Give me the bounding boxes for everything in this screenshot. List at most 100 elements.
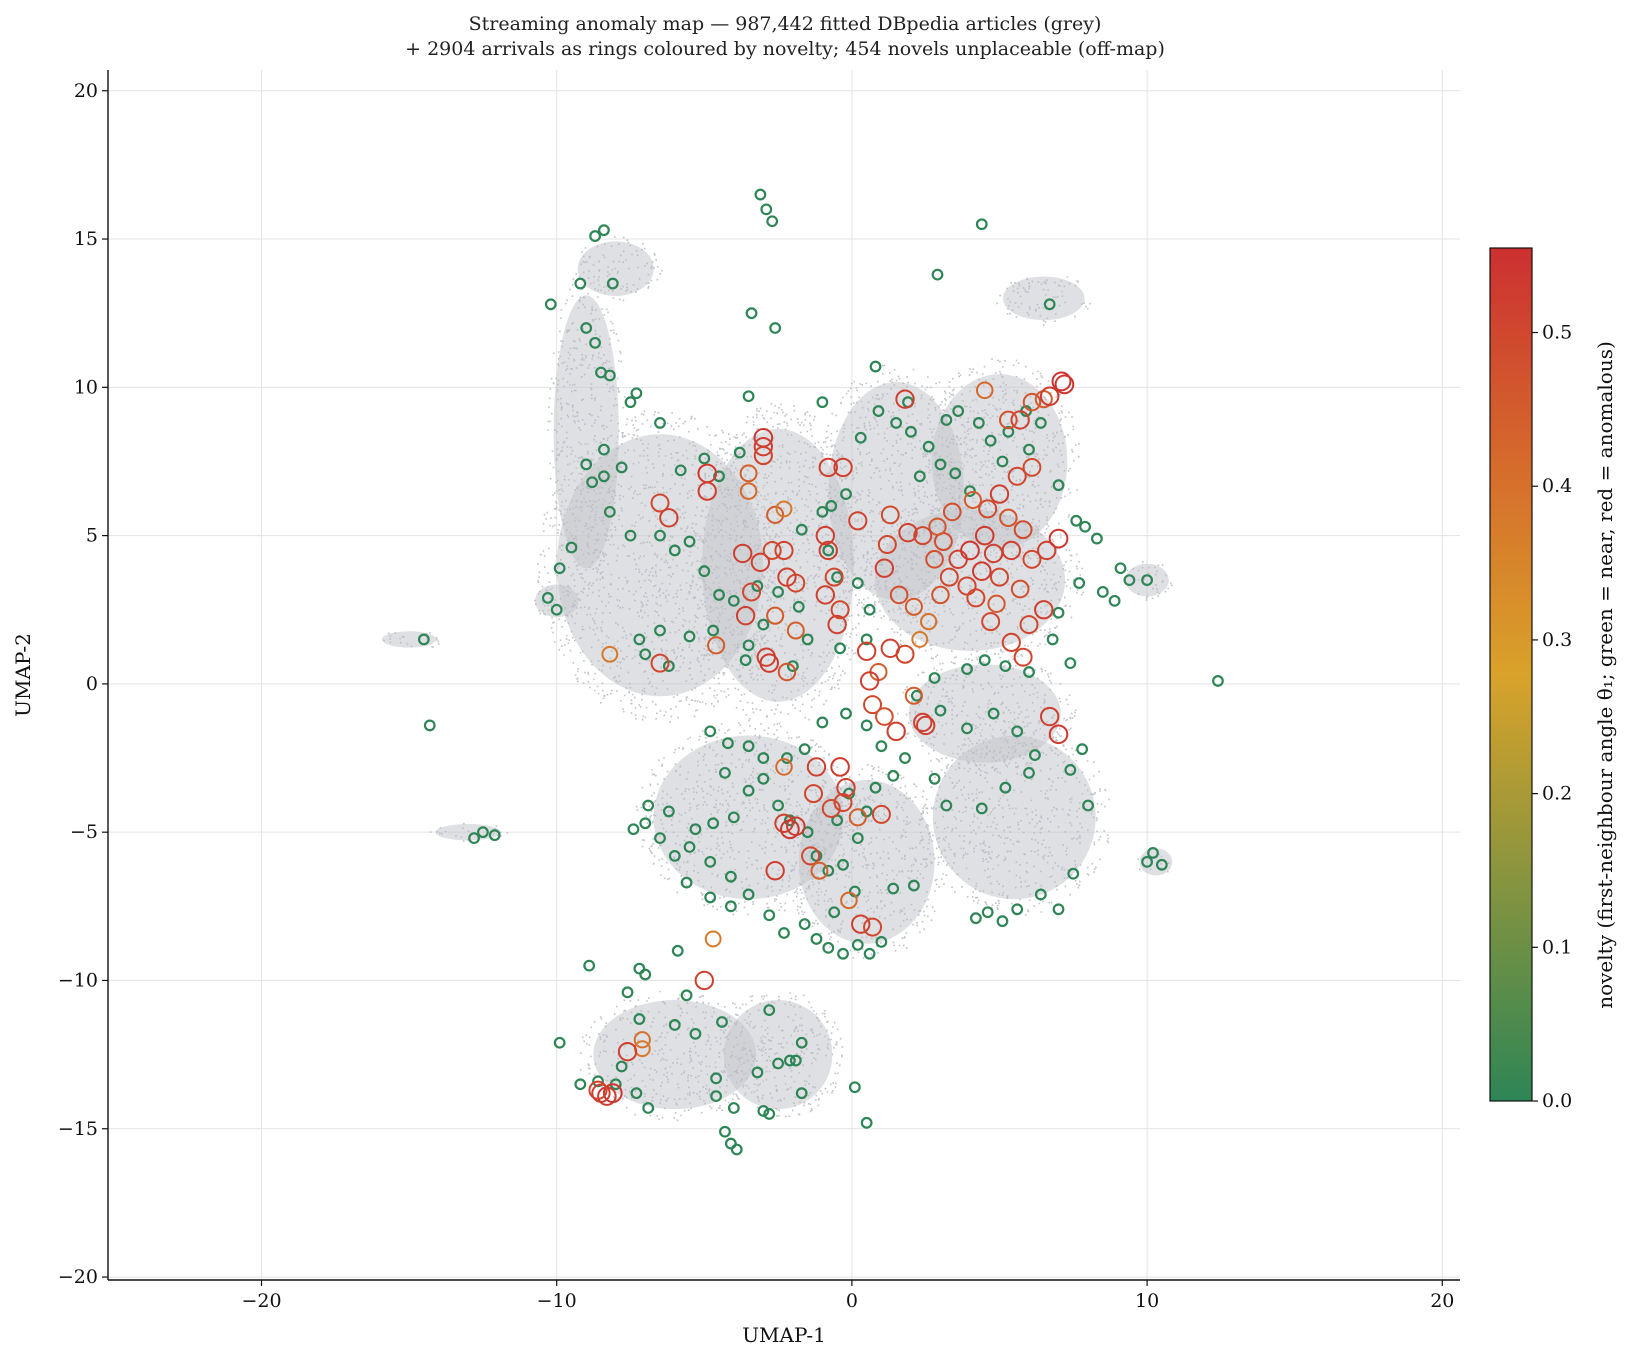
arrival-ring bbox=[1114, 562, 1127, 575]
arrival-ring bbox=[730, 1143, 743, 1156]
arrival-ring bbox=[1141, 574, 1153, 586]
arrival-ring bbox=[978, 654, 991, 667]
arrival-ring bbox=[964, 485, 976, 498]
arrival-ring bbox=[872, 405, 885, 417]
arrival-ring bbox=[822, 864, 835, 877]
arrival-ring bbox=[1013, 520, 1033, 540]
y-tick-label: −5 bbox=[70, 821, 98, 843]
arrival-ring bbox=[732, 543, 753, 564]
arrival-ring bbox=[934, 458, 947, 471]
arrival-ring bbox=[795, 523, 808, 536]
arrival-ring bbox=[719, 766, 731, 779]
arrival-ring bbox=[904, 597, 923, 616]
arrival-ring bbox=[848, 808, 867, 827]
arrival-ring bbox=[476, 826, 489, 839]
arrival-ring bbox=[981, 906, 994, 919]
arrival-ring bbox=[880, 638, 900, 658]
arrival-ring bbox=[1046, 633, 1059, 646]
arrival-ring bbox=[598, 470, 610, 483]
arrival-ring bbox=[1010, 410, 1030, 430]
arrival-ring bbox=[999, 781, 1012, 794]
arrival-ring bbox=[816, 505, 829, 518]
arrival-ring bbox=[1043, 298, 1056, 311]
arrival-ring bbox=[984, 434, 997, 447]
arrival-ring bbox=[742, 639, 755, 652]
arrival-ring bbox=[601, 645, 619, 663]
arrival-ring bbox=[875, 936, 888, 948]
arrival-ring bbox=[1007, 466, 1027, 486]
high-novelty-rings bbox=[588, 371, 1075, 1106]
arrival-ring bbox=[553, 562, 566, 575]
arrival-ring bbox=[697, 481, 717, 501]
fitted-articles-background bbox=[381, 236, 1173, 1122]
arrival-ring bbox=[989, 567, 1009, 587]
arrival-ring bbox=[961, 722, 973, 735]
y-tick-label: 20 bbox=[74, 80, 98, 102]
arrival-ring bbox=[654, 832, 666, 845]
arrival-ring bbox=[704, 855, 717, 868]
arrival-ring bbox=[1052, 606, 1065, 619]
chart-title-line1: Streaming anomaly map — 987,442 fitted D… bbox=[469, 13, 1102, 35]
arrival-ring bbox=[960, 540, 980, 561]
arrival-ring bbox=[840, 488, 852, 500]
background-region bbox=[714, 992, 844, 1118]
arrival-ring bbox=[544, 298, 557, 311]
arrival-ring bbox=[633, 633, 646, 646]
arrival-ring bbox=[922, 440, 935, 453]
arrival-ring bbox=[624, 396, 637, 409]
arrival-ring bbox=[886, 721, 906, 742]
arrival-ring bbox=[751, 580, 764, 592]
arrival-ring bbox=[650, 653, 670, 673]
arrival-ring bbox=[780, 819, 800, 840]
background-region bbox=[635, 719, 863, 916]
arrival-ring bbox=[859, 671, 880, 691]
arrival-ring bbox=[565, 541, 578, 554]
arrival-ring bbox=[856, 641, 877, 661]
arrival-ring bbox=[668, 850, 681, 862]
arrival-ring bbox=[848, 1081, 861, 1094]
arrival-ring bbox=[588, 1080, 608, 1100]
arrival-ring bbox=[1079, 520, 1092, 533]
colorbar bbox=[1489, 247, 1533, 1102]
arrival-ring bbox=[1001, 540, 1021, 561]
arrival-ring bbox=[818, 457, 838, 478]
arrival-ring bbox=[863, 695, 883, 715]
y-tick-label: 5 bbox=[86, 525, 98, 547]
arrival-ring bbox=[624, 529, 637, 542]
arrival-ring bbox=[722, 737, 734, 750]
arrival-ring bbox=[735, 606, 756, 626]
arrival-ring bbox=[816, 716, 829, 729]
arrival-ring bbox=[818, 540, 838, 561]
arrival-ring bbox=[1067, 867, 1080, 880]
arrival-ring bbox=[639, 817, 652, 830]
arrival-ring bbox=[874, 558, 895, 578]
arrival-ring bbox=[815, 525, 836, 546]
arrival-ring bbox=[763, 1108, 776, 1120]
colorbar-tick-label: 0.0 bbox=[1542, 1090, 1572, 1112]
arrival-ring bbox=[899, 752, 911, 764]
arrival-ring bbox=[815, 585, 836, 605]
arrival-ring bbox=[662, 805, 675, 818]
arrival-ring bbox=[751, 1066, 764, 1079]
arrival-ring bbox=[1029, 749, 1041, 761]
arrival-ring bbox=[949, 467, 962, 480]
background-region bbox=[381, 631, 440, 648]
arrival-ring bbox=[630, 1087, 643, 1100]
x-ticks: −20 −10 0 10 20 bbox=[241, 1280, 1454, 1312]
arrival-ring bbox=[707, 817, 720, 830]
arrival-ring bbox=[615, 461, 628, 474]
arrival-ring bbox=[1010, 579, 1030, 599]
colorbar-tick-label: 0.5 bbox=[1542, 322, 1572, 344]
arrival-ring bbox=[769, 322, 782, 334]
background-region bbox=[918, 721, 1110, 916]
arrival-ring bbox=[830, 600, 850, 620]
arrival-ring bbox=[468, 832, 480, 845]
colorbar-ticks: 0.0 0.1 0.2 0.3 0.4 0.5 bbox=[1532, 322, 1572, 1112]
arrival-ring bbox=[423, 719, 436, 732]
arrival-ring bbox=[1011, 903, 1024, 916]
arrival-ring bbox=[760, 203, 773, 216]
arrival-ring bbox=[833, 457, 853, 478]
arrival-ring bbox=[1034, 888, 1047, 901]
arrival-ring bbox=[742, 582, 762, 602]
arrival-ring bbox=[863, 603, 876, 616]
